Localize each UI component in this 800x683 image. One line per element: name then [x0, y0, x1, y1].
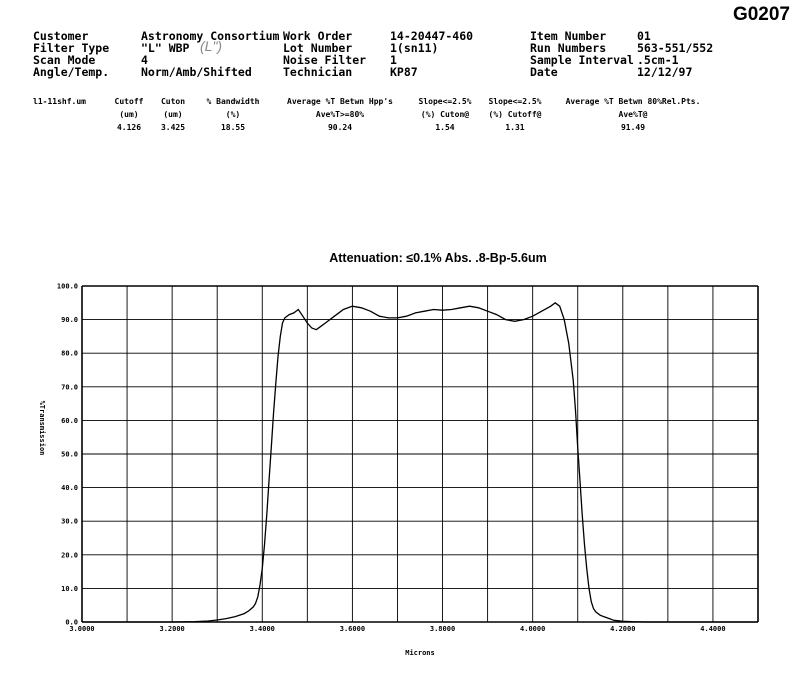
- header-value-noise-filter: 1: [390, 53, 397, 67]
- x-tick-label: 4.4000: [700, 625, 725, 633]
- x-tick-label: 3.2000: [159, 625, 184, 633]
- measurement-cuton-value: 3.425: [160, 123, 186, 132]
- y-axis-label: %Transmission: [38, 401, 46, 456]
- header-label-scan-mode: Scan Mode: [33, 53, 96, 67]
- measurement-cutoff-unit: (um): [119, 110, 139, 119]
- measurement-file: l1-11shf.um: [33, 97, 86, 106]
- header-value-work-order: 14-20447-460: [390, 29, 474, 43]
- measurement-cuton-label: Cuton: [160, 97, 186, 106]
- measurement-slope-cutoff-label: Slope<=2.5%: [488, 97, 542, 106]
- header-value-technician: KP87: [390, 65, 418, 79]
- measurement-avg-hpp-value: 90.24: [327, 123, 353, 132]
- measurement-slope-cutoff-unit: (%) Cutoff@: [488, 110, 542, 119]
- y-tick-label: 30.0: [61, 518, 78, 526]
- header-label-filter-type: Filter Type: [33, 41, 110, 55]
- y-tick-label: 100.0: [57, 283, 78, 291]
- header-value-sample-interval: .5cm-1: [637, 53, 679, 67]
- x-tick-label: 3.4000: [250, 625, 275, 633]
- measurement-cutoff-value: 4.126: [116, 123, 142, 132]
- measurement-slope-cutoff-value: 1.31: [505, 123, 525, 132]
- header-value-filter-type: "L" WBP: [141, 41, 190, 55]
- measurement-avg-rel-label: Average %T Betwn 80%Rel.Pts.: [565, 97, 701, 106]
- measurement-avg-rel-unit: Ave%T@: [618, 110, 648, 119]
- x-axis-label: Microns: [405, 649, 435, 657]
- header-value-lot-number: 1(sn11): [390, 41, 439, 55]
- header-value-customer: Astronomy Consortium: [141, 29, 280, 43]
- chart-title: Attenuation: ≤0.1% Abs. .8-Bp-5.6um: [329, 251, 547, 265]
- measurement-avg-hpp-unit: Ave%T>=80%: [315, 110, 365, 119]
- y-tick-label: 60.0: [61, 417, 78, 425]
- header-label-sample-interval: Sample Interval: [530, 53, 634, 67]
- x-tick-label: 3.8000: [430, 625, 455, 633]
- x-tick-label: 3.6000: [340, 625, 365, 633]
- header-label-run-numbers: Run Numbers: [530, 41, 607, 55]
- measurement-avg-rel-value: 91.49: [620, 123, 646, 132]
- header-label-customer: Customer: [33, 29, 89, 43]
- header-label-lot-number: Lot Number: [283, 41, 353, 55]
- handwritten-note: (L"): [200, 38, 223, 54]
- y-tick-label: 20.0: [61, 551, 78, 559]
- measurement-slope-cuton-label: Slope<=2.5%: [418, 97, 472, 106]
- header-value-date: 12/12/97: [637, 65, 693, 79]
- header-label-technician: Technician: [283, 65, 353, 79]
- y-tick-label: 80.0: [61, 350, 78, 358]
- measurement-avg-hpp-label: Average %T Betwn Hpp's: [287, 97, 393, 106]
- header-value-scan-mode: 4: [141, 53, 148, 67]
- measurement-bandwidth-value: 18.55: [220, 123, 246, 132]
- y-tick-label: 70.0: [61, 383, 78, 391]
- measurement-slope-cuton-value: 1.54: [435, 123, 455, 132]
- x-tick-label: 4.2000: [610, 625, 635, 633]
- measurement-cutoff-label: Cutoff: [114, 97, 144, 106]
- x-tick-label: 3.0000: [69, 625, 94, 633]
- header-value-item-number: 01: [637, 29, 651, 43]
- document-id: G0207: [732, 4, 790, 25]
- header-label-date: Date: [530, 65, 558, 79]
- header-value-angle-temp: Norm/Amb/Shifted: [141, 65, 252, 79]
- header-label-noise-filter: Noise Filter: [283, 53, 367, 67]
- measurement-bandwidth-unit: (%): [225, 110, 241, 119]
- y-tick-label: 50.0: [61, 451, 78, 459]
- measurement-cuton-unit: (um): [163, 110, 183, 119]
- header-label-item-number: Item Number: [530, 29, 607, 43]
- header-label-angle-temp: Angle/Temp.: [33, 65, 110, 79]
- y-tick-label: 90.0: [61, 316, 78, 324]
- series-line: [82, 301, 758, 623]
- y-tick-label: 10.0: [61, 585, 78, 593]
- x-tick-label: 4.0000: [520, 625, 545, 633]
- header-label-work-order: Work Order: [283, 29, 353, 43]
- measurement-bandwidth-label: % Bandwidth: [206, 97, 260, 106]
- header-value-run-numbers: 563-551/552: [637, 41, 714, 55]
- y-tick-label: 40.0: [61, 484, 78, 492]
- measurement-slope-cuton-unit: (%) Cuton@: [420, 110, 470, 119]
- y-tick-label: 0.0: [65, 619, 78, 627]
